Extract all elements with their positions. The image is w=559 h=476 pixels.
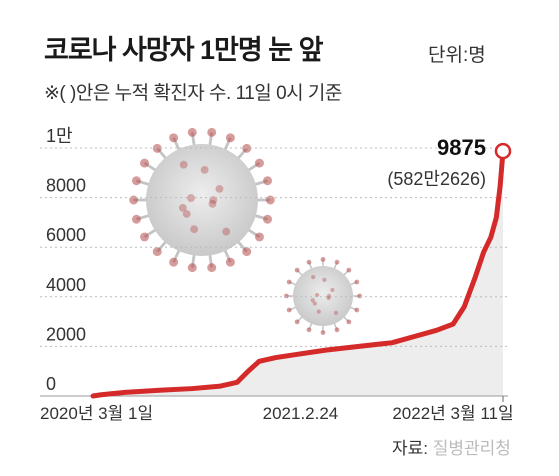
y-tick-label: 0 — [46, 374, 56, 394]
end-point-marker — [494, 142, 512, 160]
series-line — [90, 148, 506, 399]
source-value: 질병관리청 — [432, 439, 511, 458]
y-tick-label: 1만 — [46, 126, 73, 146]
x-tick-label: 2021.2.24 — [263, 404, 339, 423]
end-value-label: 9875 — [437, 135, 486, 160]
virus-illustrations — [129, 127, 362, 335]
x-tick-label: 2022년 3월 11일 — [392, 404, 513, 423]
chart-area — [93, 151, 503, 396]
unit-label: 단위:명 — [428, 45, 486, 66]
virus-icon — [129, 127, 275, 273]
source-note: 자료: 질병관리청 — [392, 434, 511, 459]
y-tick-label: 6000 — [46, 225, 86, 245]
y-tick-label: 4000 — [46, 275, 86, 295]
source-label: 자료: — [392, 439, 433, 458]
y-tick-label: 2000 — [46, 324, 86, 344]
chart-title: 코로나 사망자 1만명 눈 앞 — [44, 35, 323, 65]
end-cases-label: (582만2626) — [387, 169, 486, 189]
x-tick-label: 2020년 3월 1일 — [40, 404, 153, 423]
virus-icon — [284, 257, 362, 335]
chart-note: ※( )안은 누적 확진자 수. 11일 0시 기준 — [44, 83, 342, 104]
y-tick-label: 8000 — [46, 176, 86, 196]
